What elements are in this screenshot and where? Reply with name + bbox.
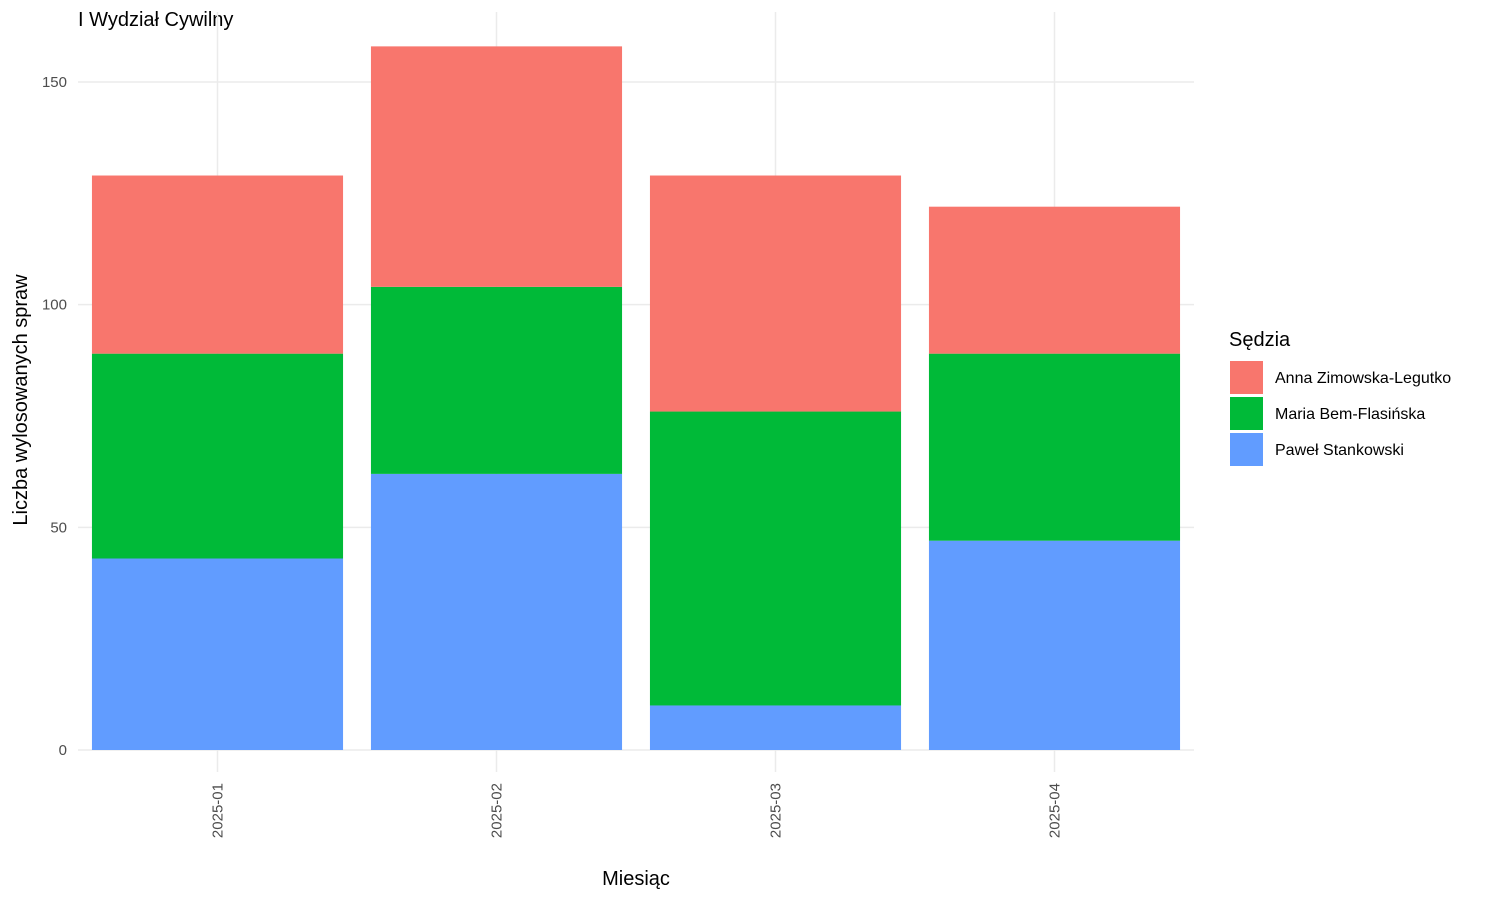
x-axis-title: Miesiąc	[602, 868, 670, 890]
bar-segment	[649, 411, 902, 706]
bar-segment	[649, 175, 902, 412]
bar-segment	[928, 206, 1181, 354]
x-tick-label: 2025-03	[768, 783, 785, 838]
y-tick-label: 0	[59, 742, 67, 759]
legend-swatch	[1230, 397, 1263, 430]
bar-segment	[370, 46, 623, 287]
bars-layer	[91, 46, 1181, 750]
legend-swatch	[1230, 361, 1263, 394]
chart-title: I Wydział Cywilny	[78, 9, 233, 31]
x-tick-label: 2025-01	[210, 783, 227, 838]
legend-label: Maria Bem-Flasińska	[1275, 406, 1425, 423]
legend-label: Anna Zimowska-Legutko	[1275, 370, 1451, 387]
legend-items: Anna Zimowska-Legutko Maria Bem-Flasińska…	[1230, 361, 1451, 466]
bar-segment	[928, 353, 1181, 541]
legend-title: Sędzia	[1229, 329, 1291, 351]
legend: Sędzia Anna Zimowska-Legutko Maria Bem-Fl…	[1229, 329, 1451, 466]
y-tick-label: 150	[42, 74, 67, 91]
legend-swatch	[1230, 433, 1263, 466]
bar-segment	[91, 175, 344, 354]
legend-label: Paweł Stankowski	[1275, 442, 1404, 459]
x-axis-ticks: 2025-01 2025-02 2025-03 2025-04	[210, 783, 1064, 838]
bar-segment	[370, 473, 623, 750]
x-tick-label: 2025-04	[1047, 783, 1064, 838]
y-tick-label: 50	[50, 519, 67, 536]
bar-segment	[928, 540, 1181, 750]
bar-segment	[91, 558, 344, 750]
bar-segment	[370, 286, 623, 474]
y-tick-label: 100	[42, 297, 67, 314]
bar-segment	[649, 705, 902, 750]
bar-segment	[91, 353, 344, 559]
x-tick-label: 2025-02	[489, 783, 506, 838]
y-axis-ticks: 0 50 100 150	[42, 74, 67, 759]
y-axis-title: Liczba wylosowanych spraw	[10, 274, 32, 526]
